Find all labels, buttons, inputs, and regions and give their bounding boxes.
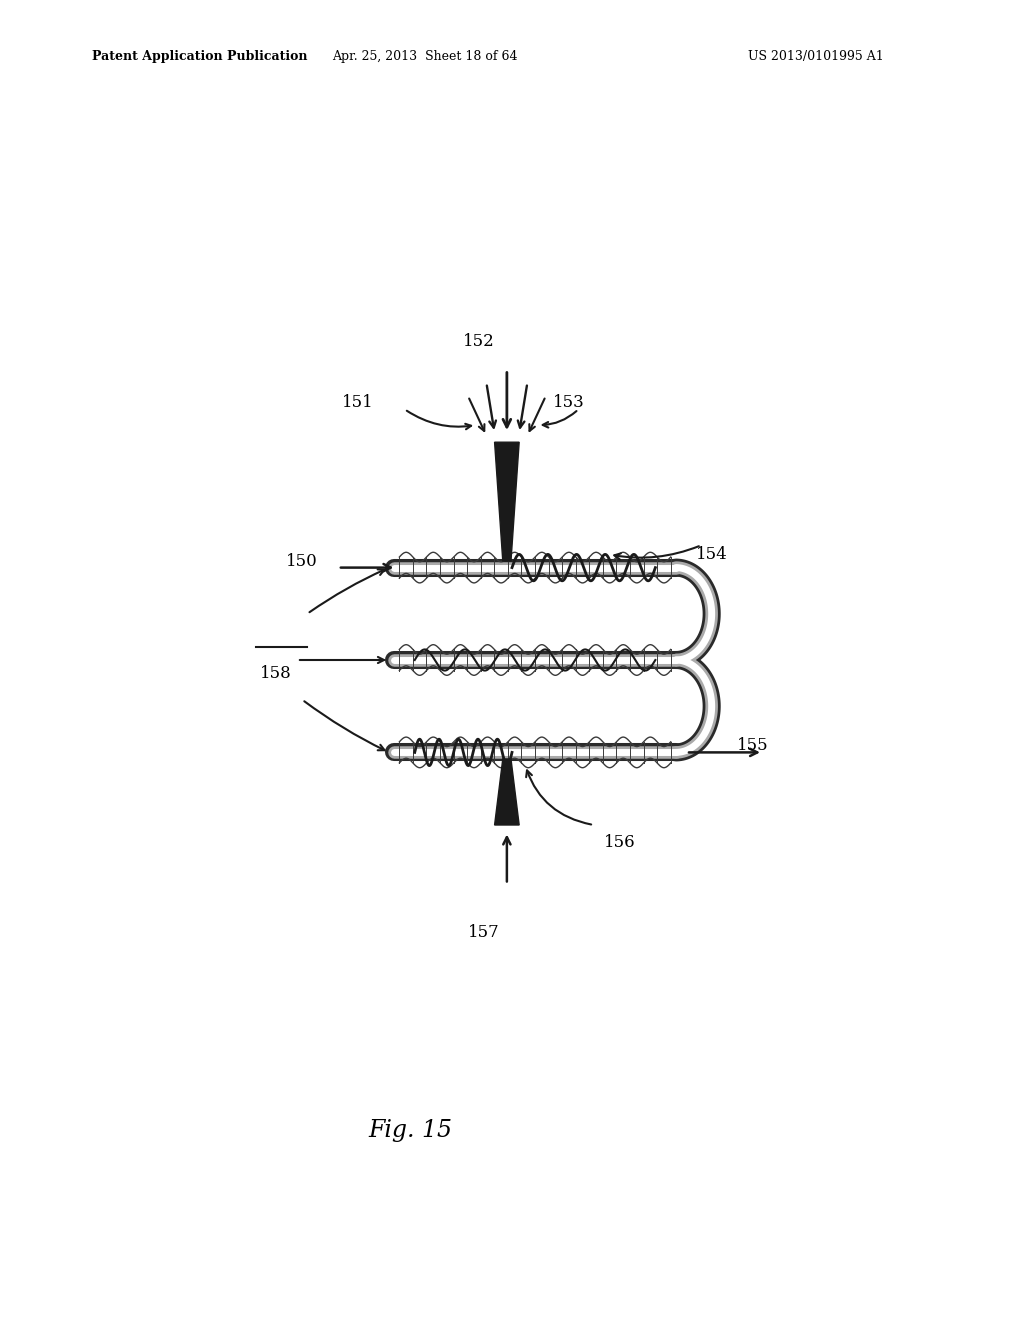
Text: 158: 158 <box>260 665 292 681</box>
Text: Apr. 25, 2013  Sheet 18 of 64: Apr. 25, 2013 Sheet 18 of 64 <box>332 50 518 63</box>
Text: 157: 157 <box>467 924 500 941</box>
Text: US 2013/0101995 A1: US 2013/0101995 A1 <box>748 50 884 63</box>
Text: 155: 155 <box>737 738 769 754</box>
Text: 154: 154 <box>696 546 728 562</box>
Text: 152: 152 <box>463 333 496 350</box>
Polygon shape <box>495 759 519 825</box>
Text: 156: 156 <box>604 834 636 850</box>
Polygon shape <box>495 442 519 561</box>
Text: 151: 151 <box>342 395 374 411</box>
Text: Fig. 15: Fig. 15 <box>369 1119 453 1142</box>
Text: 153: 153 <box>553 395 585 411</box>
Text: Patent Application Publication: Patent Application Publication <box>92 50 307 63</box>
Text: 150: 150 <box>286 553 317 569</box>
